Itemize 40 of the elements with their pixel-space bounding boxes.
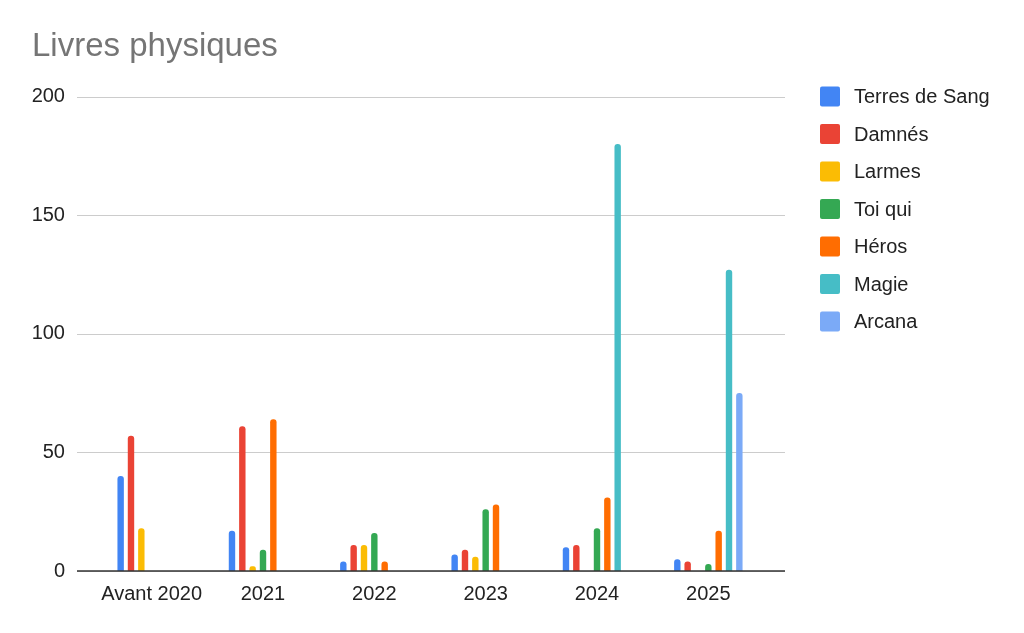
bar xyxy=(573,544,580,571)
bar xyxy=(461,549,469,571)
legend-label: Héros xyxy=(854,235,908,258)
legend-label: Larmes xyxy=(854,160,921,183)
bar xyxy=(239,426,246,571)
legend-label: Arcana xyxy=(854,310,919,333)
bar xyxy=(593,528,601,571)
legend-label: Terres de Sang xyxy=(854,85,990,108)
x-tick-label: 2024 xyxy=(574,581,620,604)
x-tick-label: 2023 xyxy=(463,581,508,604)
y-tick-label: 200 xyxy=(31,84,65,107)
bar xyxy=(614,144,621,571)
x-tick-label: 2025 xyxy=(686,581,731,604)
bar xyxy=(127,435,135,571)
y-tick-label: 100 xyxy=(31,321,65,344)
x-tick-label: 2022 xyxy=(352,581,397,604)
x-tick-label: 2021 xyxy=(240,581,286,604)
bar xyxy=(736,393,743,571)
chart-title: Livres physiques xyxy=(32,25,278,63)
y-tick-label: 0 xyxy=(53,558,65,581)
y-tick-label: 150 xyxy=(31,202,65,225)
bar xyxy=(228,530,236,571)
bar xyxy=(371,533,378,571)
bar xyxy=(715,530,722,571)
bar xyxy=(562,547,570,571)
legend-label: Magie xyxy=(854,272,909,295)
bar xyxy=(482,509,489,571)
legend-label: Toi qui xyxy=(854,197,912,220)
bar xyxy=(360,544,368,571)
bar xyxy=(492,504,500,571)
bar xyxy=(350,544,357,571)
bar xyxy=(259,549,267,571)
y-tick-label: 50 xyxy=(42,439,65,462)
bar xyxy=(725,269,733,571)
bar xyxy=(270,419,277,571)
legend-label: Damnés xyxy=(854,122,929,145)
bar xyxy=(604,497,611,571)
x-tick-label: Avant 2020 xyxy=(101,581,203,604)
bar xyxy=(138,528,145,571)
bar xyxy=(117,476,124,571)
